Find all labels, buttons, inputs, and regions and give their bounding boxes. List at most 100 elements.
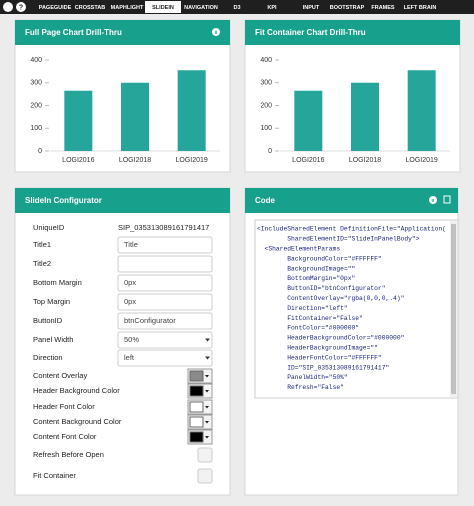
code-line: BackgroundImage="" bbox=[257, 265, 355, 272]
nav-item[interactable]: PAGEGUIDE bbox=[39, 5, 72, 11]
panel-header bbox=[245, 20, 460, 45]
panel-title: Full Page Chart Drill-Thru bbox=[25, 28, 122, 37]
code-line: HeaderBackgroundColor="#000000" bbox=[257, 335, 404, 342]
nav-item[interactable]: KPI bbox=[267, 5, 277, 11]
bar[interactable] bbox=[64, 90, 93, 151]
x-tick-label: LOGI2018 bbox=[349, 157, 381, 164]
info-glyph bbox=[432, 199, 434, 202]
input-value: btnConfigurator bbox=[124, 316, 176, 325]
color-swatch bbox=[189, 416, 204, 428]
panel-header bbox=[245, 188, 458, 213]
text-input[interactable] bbox=[117, 274, 213, 292]
checkbox[interactable] bbox=[197, 468, 213, 484]
input-value: left bbox=[124, 353, 135, 362]
y-tick-label: 300 bbox=[260, 80, 272, 87]
bar[interactable] bbox=[407, 70, 436, 151]
picker-arrow bbox=[205, 421, 209, 424]
color-swatch bbox=[189, 370, 204, 382]
picker-arrow bbox=[205, 375, 209, 378]
code-lines: <IncludeSharedElement DefinitionFile="Ap… bbox=[257, 226, 446, 391]
code-line: PanelWidth="50%" bbox=[257, 374, 348, 381]
bar[interactable] bbox=[121, 82, 149, 151]
text-input[interactable] bbox=[117, 255, 213, 273]
nav-item[interactable]: CROSSTAB bbox=[75, 5, 105, 11]
text-input[interactable] bbox=[117, 293, 213, 311]
input-value: 50% bbox=[124, 335, 139, 344]
nav-item[interactable]: LEFT BRAIN bbox=[404, 5, 437, 11]
checkbox[interactable] bbox=[197, 447, 213, 463]
nav-item[interactable]: D3 bbox=[233, 5, 240, 11]
input-value: Title bbox=[124, 240, 138, 249]
x-tick-label: LOGI2019 bbox=[406, 157, 438, 164]
scrollbar-thumb[interactable] bbox=[451, 224, 456, 394]
y-tick-label: 300 bbox=[30, 80, 42, 87]
code-line: HeaderBackgroundImage="" bbox=[257, 344, 378, 351]
nav-item[interactable]: BOOTSTRAP bbox=[330, 5, 365, 11]
info-glyph bbox=[215, 31, 217, 34]
panel-title: Fit Container Chart Drill-Thru bbox=[255, 28, 366, 37]
y-tick-label: 0 bbox=[268, 148, 272, 155]
code-line: FontColor="#000000" bbox=[257, 325, 359, 332]
select-arrow bbox=[205, 356, 210, 360]
settings-icon[interactable] bbox=[3, 2, 13, 12]
row-label: Panel Width bbox=[33, 335, 73, 344]
nav-item[interactable]: SLIDEIN bbox=[152, 5, 174, 11]
help-icon[interactable] bbox=[16, 2, 26, 12]
bar[interactable] bbox=[294, 90, 323, 151]
x-tick-label: LOGI2019 bbox=[176, 157, 208, 164]
code-line: ContentOverlay="rgba(0,0,0,.4)" bbox=[257, 295, 404, 302]
row-label: Bottom Margin bbox=[33, 278, 82, 287]
bar[interactable] bbox=[351, 82, 379, 151]
row-label: Header Font Color bbox=[33, 402, 95, 411]
help-glyph: ? bbox=[19, 4, 23, 11]
y-tick-label: 100 bbox=[30, 125, 42, 132]
code-line: SharedElementID="SlideInPanelBody"> bbox=[257, 236, 420, 243]
code-box bbox=[254, 219, 459, 399]
code-line: ID="SIP_035313089161791417" bbox=[257, 364, 389, 371]
code-line: Refresh="False" bbox=[257, 384, 344, 391]
panel-title: Code bbox=[255, 196, 276, 205]
row-label: Top Margin bbox=[33, 297, 70, 306]
x-tick-label: LOGI2018 bbox=[119, 157, 151, 164]
row-label: Content Overlay bbox=[33, 371, 87, 380]
code-line: BackgroundColor="#FFFFFF" bbox=[257, 255, 382, 262]
nav-bar bbox=[0, 0, 474, 14]
code-line: <IncludeSharedElement DefinitionFile="Ap… bbox=[257, 226, 446, 233]
row-value: SIP_035313089161791417 bbox=[118, 223, 209, 232]
picker-arrow bbox=[205, 436, 209, 439]
copy-icon[interactable] bbox=[443, 195, 451, 204]
select[interactable] bbox=[117, 331, 213, 349]
input-value: 0px bbox=[124, 278, 136, 287]
text-input[interactable] bbox=[117, 312, 213, 330]
y-tick-label: 200 bbox=[260, 102, 272, 109]
y-tick-label: 0 bbox=[38, 148, 42, 155]
panel-title: SlideIn Configurator bbox=[25, 196, 102, 205]
bar[interactable] bbox=[177, 70, 206, 151]
color-swatch bbox=[189, 431, 204, 443]
row-label: Content Background Color bbox=[33, 417, 122, 426]
row-label: Refresh Before Open bbox=[33, 450, 104, 459]
picker-arrow bbox=[205, 390, 209, 393]
nav-item[interactable]: FRAMES bbox=[371, 5, 395, 11]
nav-item[interactable]: NAVIGATION bbox=[184, 5, 218, 11]
row-label: Fit Container bbox=[33, 471, 76, 480]
y-tick-label: 400 bbox=[260, 57, 272, 64]
code-line: FitContainer="False" bbox=[257, 315, 363, 322]
panel-header bbox=[15, 188, 230, 213]
x-tick-label: LOGI2016 bbox=[62, 157, 94, 164]
code-line: Direction="left" bbox=[257, 305, 348, 312]
row-label: UniqueID bbox=[33, 223, 65, 232]
text-input[interactable] bbox=[117, 236, 213, 254]
select[interactable] bbox=[117, 349, 213, 367]
y-tick-label: 200 bbox=[30, 102, 42, 109]
color-swatch bbox=[189, 401, 204, 413]
nav-item[interactable]: INPUT bbox=[303, 5, 320, 11]
y-tick-label: 100 bbox=[260, 125, 272, 132]
nav-item[interactable]: MAPHLIGHT bbox=[111, 5, 144, 11]
code-line: <SharedElementParams bbox=[257, 245, 340, 252]
row-label: ButtonID bbox=[33, 316, 63, 325]
row-label: Content Font Color bbox=[33, 432, 97, 441]
y-tick-label: 400 bbox=[30, 57, 42, 64]
row-label: Title2 bbox=[33, 259, 51, 268]
